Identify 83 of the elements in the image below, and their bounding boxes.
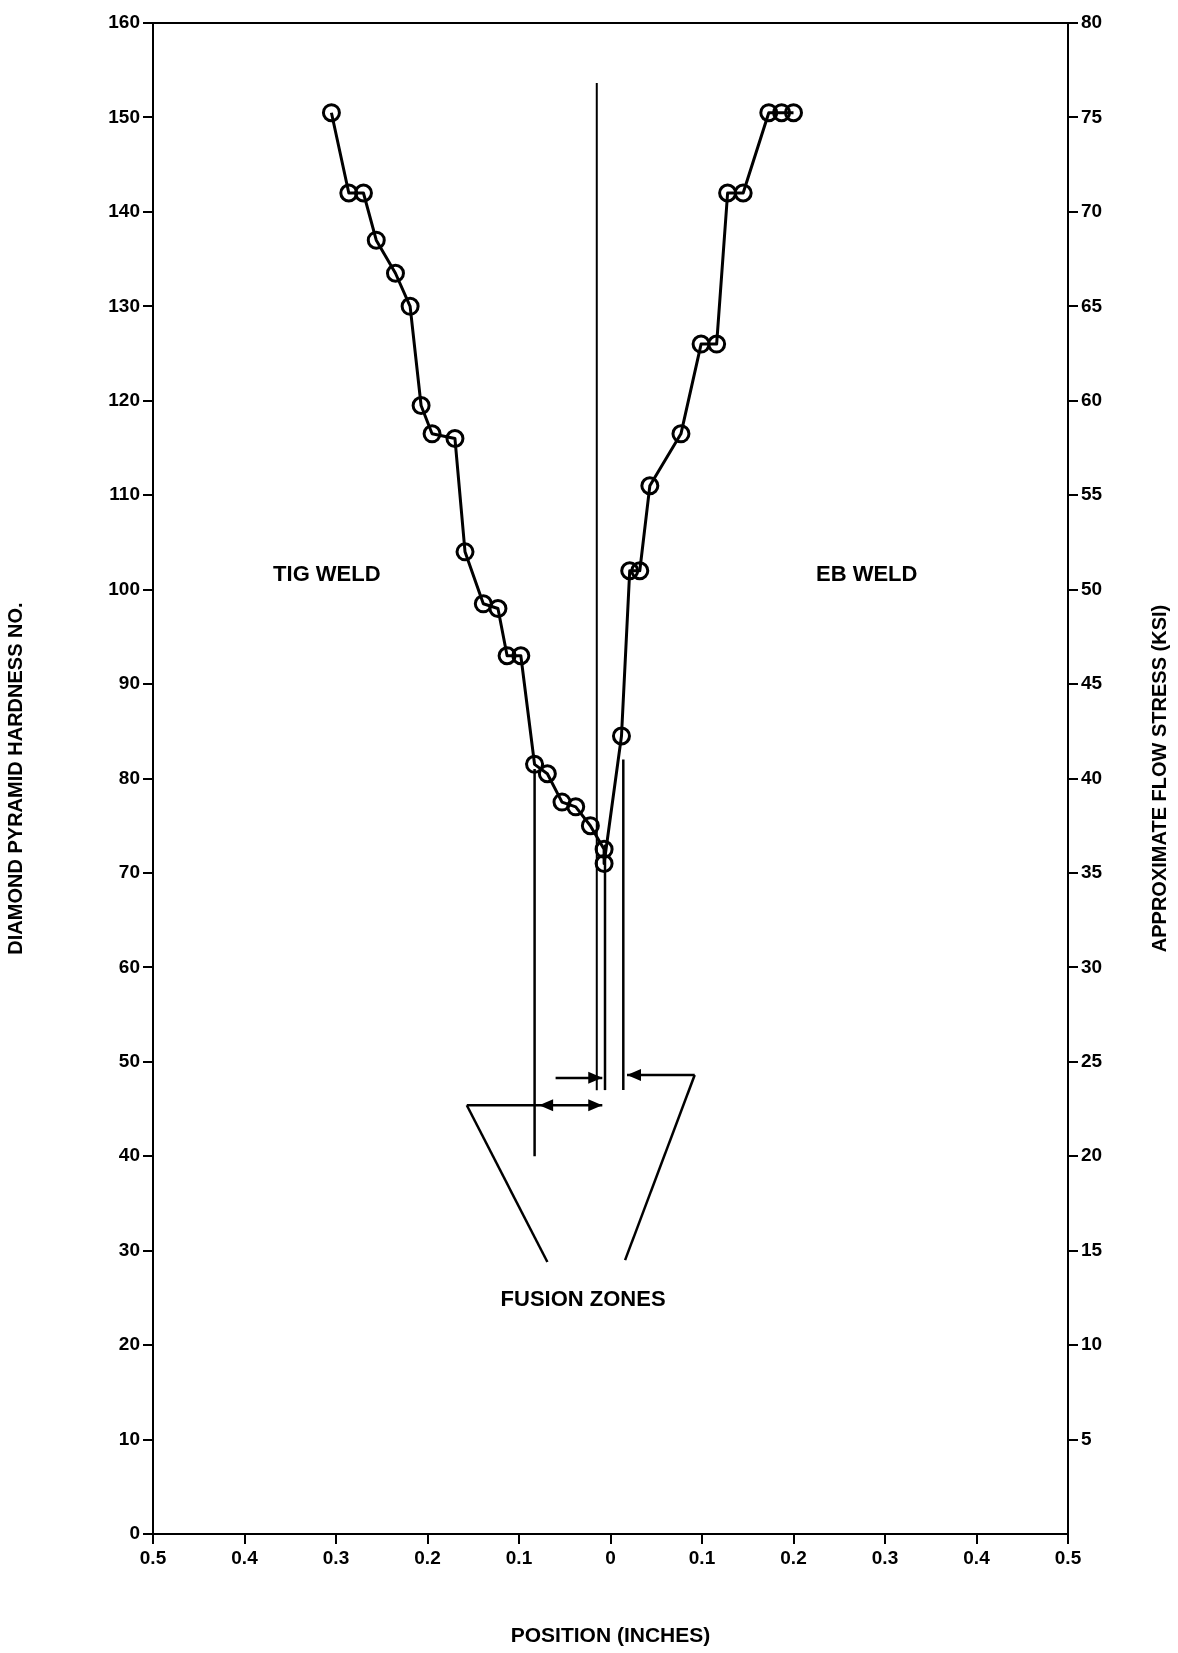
point xyxy=(353,183,373,203)
x-tick-label: 0.5 xyxy=(1054,1546,1082,1568)
y-tick-label: 160 xyxy=(108,11,140,33)
y2-tick-label: 70 xyxy=(1081,200,1103,222)
x-tick-label: 0.2 xyxy=(780,1546,807,1568)
x-tick-label: 0.1 xyxy=(688,1546,716,1568)
y-tick-label: 20 xyxy=(118,1333,140,1355)
x-tick-label: 0.3 xyxy=(322,1546,350,1568)
x-tick-label: 0.3 xyxy=(871,1546,899,1568)
point xyxy=(733,183,753,203)
point xyxy=(640,476,660,496)
y-tick-label: 70 xyxy=(118,861,140,883)
x-tick-label: 0.2 xyxy=(414,1546,441,1568)
annotation: FUSION ZONES xyxy=(500,1285,666,1311)
point xyxy=(321,103,341,123)
y-tick-label: 0 xyxy=(129,1522,140,1544)
point xyxy=(497,646,517,666)
y2-tick-label: 65 xyxy=(1081,294,1103,316)
y2-tick-label: 10 xyxy=(1081,1333,1103,1355)
point xyxy=(580,816,600,836)
point xyxy=(691,334,711,354)
y-tick-label: 100 xyxy=(108,577,140,599)
point xyxy=(411,395,431,415)
point xyxy=(525,754,545,774)
y-tick-label: 150 xyxy=(108,105,140,127)
point xyxy=(366,230,386,250)
point xyxy=(473,594,493,614)
y2-tick-label: 40 xyxy=(1081,766,1103,788)
y-tick-label: 130 xyxy=(108,294,140,316)
y2-tick-label: 25 xyxy=(1081,1050,1103,1072)
point xyxy=(630,561,650,581)
y2-tick-label: 45 xyxy=(1081,672,1103,694)
y-tick-label: 10 xyxy=(118,1427,140,1449)
y-axis-title: DIAMOND PYRAMID HARDNESS NO. xyxy=(3,602,26,955)
y-tick-label: 80 xyxy=(118,766,140,788)
point xyxy=(422,424,442,444)
y2-tick-label: 55 xyxy=(1081,483,1103,505)
y2-tick-label: 20 xyxy=(1081,1144,1103,1166)
point xyxy=(537,764,557,784)
point xyxy=(455,542,475,562)
point xyxy=(620,561,640,581)
y-tick-label: 110 xyxy=(109,483,140,505)
y2-tick-label: 60 xyxy=(1081,388,1103,410)
y2-tick-label: 15 xyxy=(1081,1238,1103,1260)
y2-tick-label: 30 xyxy=(1081,955,1103,977)
y-tick-label: 60 xyxy=(118,955,140,977)
annotation: TIG WELD xyxy=(273,560,381,586)
point xyxy=(671,424,691,444)
y2-tick-label: 50 xyxy=(1081,577,1103,599)
point xyxy=(511,646,531,666)
y-tick-label: 40 xyxy=(118,1144,140,1166)
x-tick-label: 0.4 xyxy=(963,1546,991,1568)
y-tick-label: 120 xyxy=(108,388,140,410)
y-tick-label: 140 xyxy=(108,200,140,222)
point xyxy=(611,726,631,746)
y-tick-label: 50 xyxy=(118,1050,140,1072)
point xyxy=(400,296,420,316)
point xyxy=(339,183,359,203)
x-tick-label: 0.4 xyxy=(231,1546,259,1568)
x-tick-label: 0.5 xyxy=(139,1546,167,1568)
point xyxy=(772,103,792,123)
point xyxy=(707,334,727,354)
y2-axis-title: APPROXIMATE FLOW STRESS (KSI) xyxy=(1147,604,1170,953)
point xyxy=(552,792,572,812)
x-tick-label: 0 xyxy=(605,1546,616,1568)
y2-tick-label: 5 xyxy=(1081,1427,1092,1449)
point xyxy=(445,429,465,449)
point xyxy=(784,103,803,123)
x-tick-label: 0.1 xyxy=(505,1546,533,1568)
point xyxy=(594,853,614,873)
point xyxy=(594,839,614,859)
x-axis-title: POSITION (INCHES) xyxy=(510,1623,711,1647)
point xyxy=(759,103,779,123)
point xyxy=(385,263,405,283)
point xyxy=(488,599,508,619)
annotation: EB WELD xyxy=(815,560,918,586)
y2-tick-label: 80 xyxy=(1081,11,1103,33)
y-tick-label: 30 xyxy=(118,1238,140,1260)
point xyxy=(566,797,586,817)
y-tick-label: 90 xyxy=(118,672,140,694)
point xyxy=(718,183,738,203)
y2-tick-label: 35 xyxy=(1081,861,1103,883)
y2-tick-label: 75 xyxy=(1081,105,1103,127)
